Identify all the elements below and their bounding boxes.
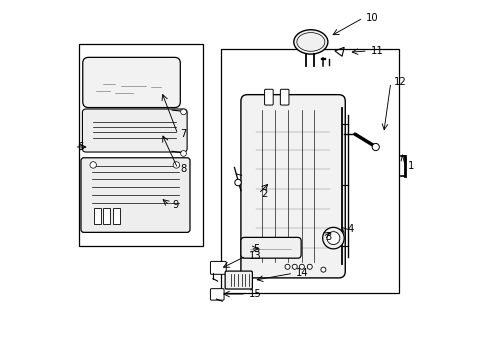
FancyBboxPatch shape xyxy=(82,109,187,152)
Text: 4: 4 xyxy=(346,225,353,234)
Circle shape xyxy=(299,264,304,269)
Circle shape xyxy=(292,264,297,269)
FancyBboxPatch shape xyxy=(280,89,288,105)
FancyBboxPatch shape xyxy=(241,95,345,278)
Circle shape xyxy=(180,150,186,156)
Circle shape xyxy=(90,162,96,168)
FancyBboxPatch shape xyxy=(241,237,301,258)
Bar xyxy=(79,44,202,246)
Text: 11: 11 xyxy=(370,46,383,56)
Text: 1: 1 xyxy=(407,161,413,171)
Circle shape xyxy=(306,264,312,269)
Bar xyxy=(221,49,398,293)
Circle shape xyxy=(371,143,379,150)
FancyBboxPatch shape xyxy=(81,158,190,232)
Text: 12: 12 xyxy=(393,77,406,87)
Circle shape xyxy=(320,267,325,272)
Text: 15: 15 xyxy=(248,289,261,299)
Ellipse shape xyxy=(293,30,327,54)
Text: 7: 7 xyxy=(180,129,186,139)
Text: 10: 10 xyxy=(366,13,378,23)
Circle shape xyxy=(180,109,186,115)
Circle shape xyxy=(234,179,241,186)
Bar xyxy=(102,208,110,224)
FancyBboxPatch shape xyxy=(82,57,180,108)
Text: 3: 3 xyxy=(325,232,331,242)
Bar xyxy=(94,208,101,224)
FancyBboxPatch shape xyxy=(210,261,226,274)
Text: 2: 2 xyxy=(261,189,267,199)
Text: 9: 9 xyxy=(172,200,179,210)
FancyBboxPatch shape xyxy=(210,289,224,300)
Circle shape xyxy=(173,162,179,168)
Text: 8: 8 xyxy=(180,163,186,174)
FancyBboxPatch shape xyxy=(264,89,273,105)
Text: 5: 5 xyxy=(253,244,259,254)
Circle shape xyxy=(326,231,339,244)
Circle shape xyxy=(285,264,289,269)
Text: 13: 13 xyxy=(248,251,261,261)
Text: 14: 14 xyxy=(296,268,308,278)
Text: 6: 6 xyxy=(77,142,83,152)
Circle shape xyxy=(322,227,344,249)
FancyBboxPatch shape xyxy=(224,271,252,289)
Bar xyxy=(112,208,120,224)
